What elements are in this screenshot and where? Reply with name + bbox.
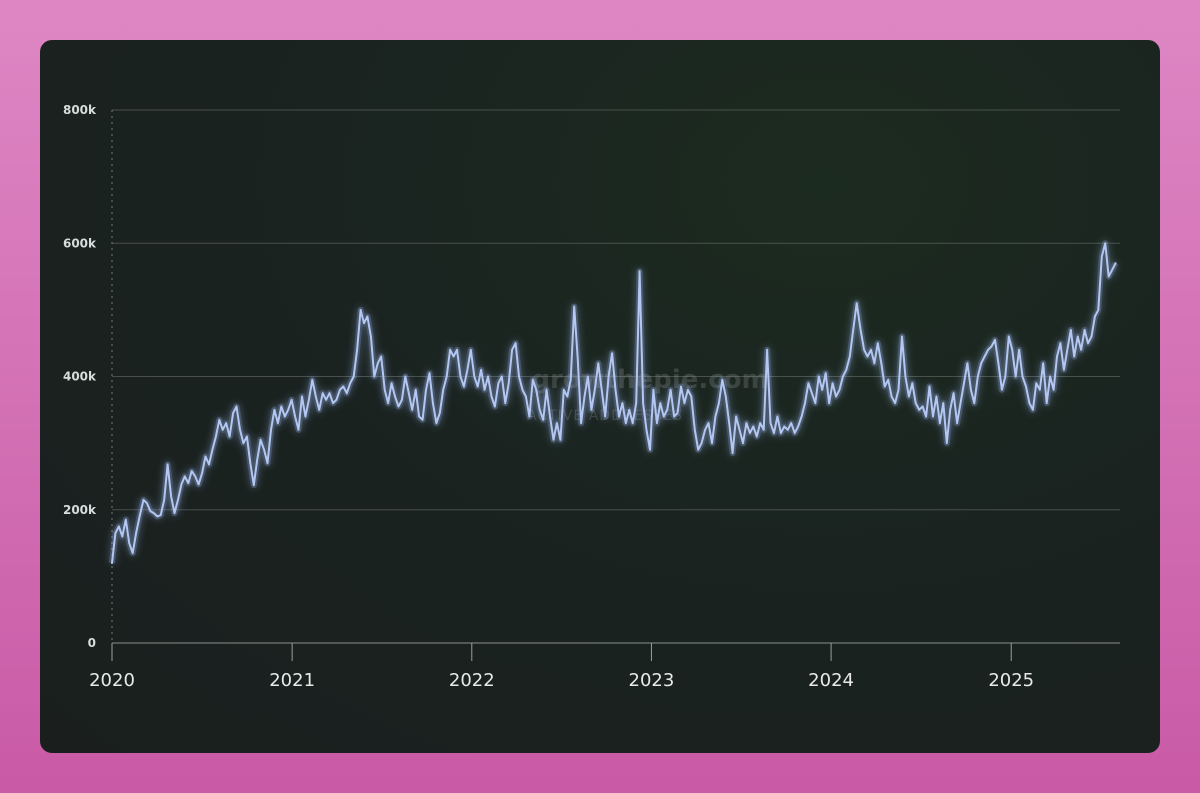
x-tick-label: 2025 — [988, 670, 1034, 691]
y-tick-label: 800k — [63, 103, 97, 117]
series-line — [111, 242, 1117, 564]
x-tick-label: 2021 — [269, 670, 315, 691]
series-active-addresses — [109, 240, 1119, 564]
x-tick-label: 2023 — [629, 670, 675, 691]
y-tick-label: 400k — [63, 370, 97, 384]
y-tick-label: 0 — [88, 636, 96, 650]
series-glow — [109, 240, 1119, 564]
y-tick-label: 200k — [63, 503, 97, 517]
x-tick-label: 2022 — [449, 670, 495, 691]
axes: 0 200k 400k 600k 800k 2020 2021 2022 2023 2024 202… — [63, 103, 1034, 691]
y-tick-label: 600k — [63, 236, 97, 250]
active-addresses-chart: growthepie.com ACTIVE ADDRESSES 0200k400… — [63, 103, 1120, 691]
x-tick-label: 2020 — [89, 670, 135, 691]
chart-card: growthepie.com ACTIVE ADDRESSES 0 200k 400… — [40, 40, 1160, 753]
x-tick-label: 2024 — [808, 670, 854, 691]
